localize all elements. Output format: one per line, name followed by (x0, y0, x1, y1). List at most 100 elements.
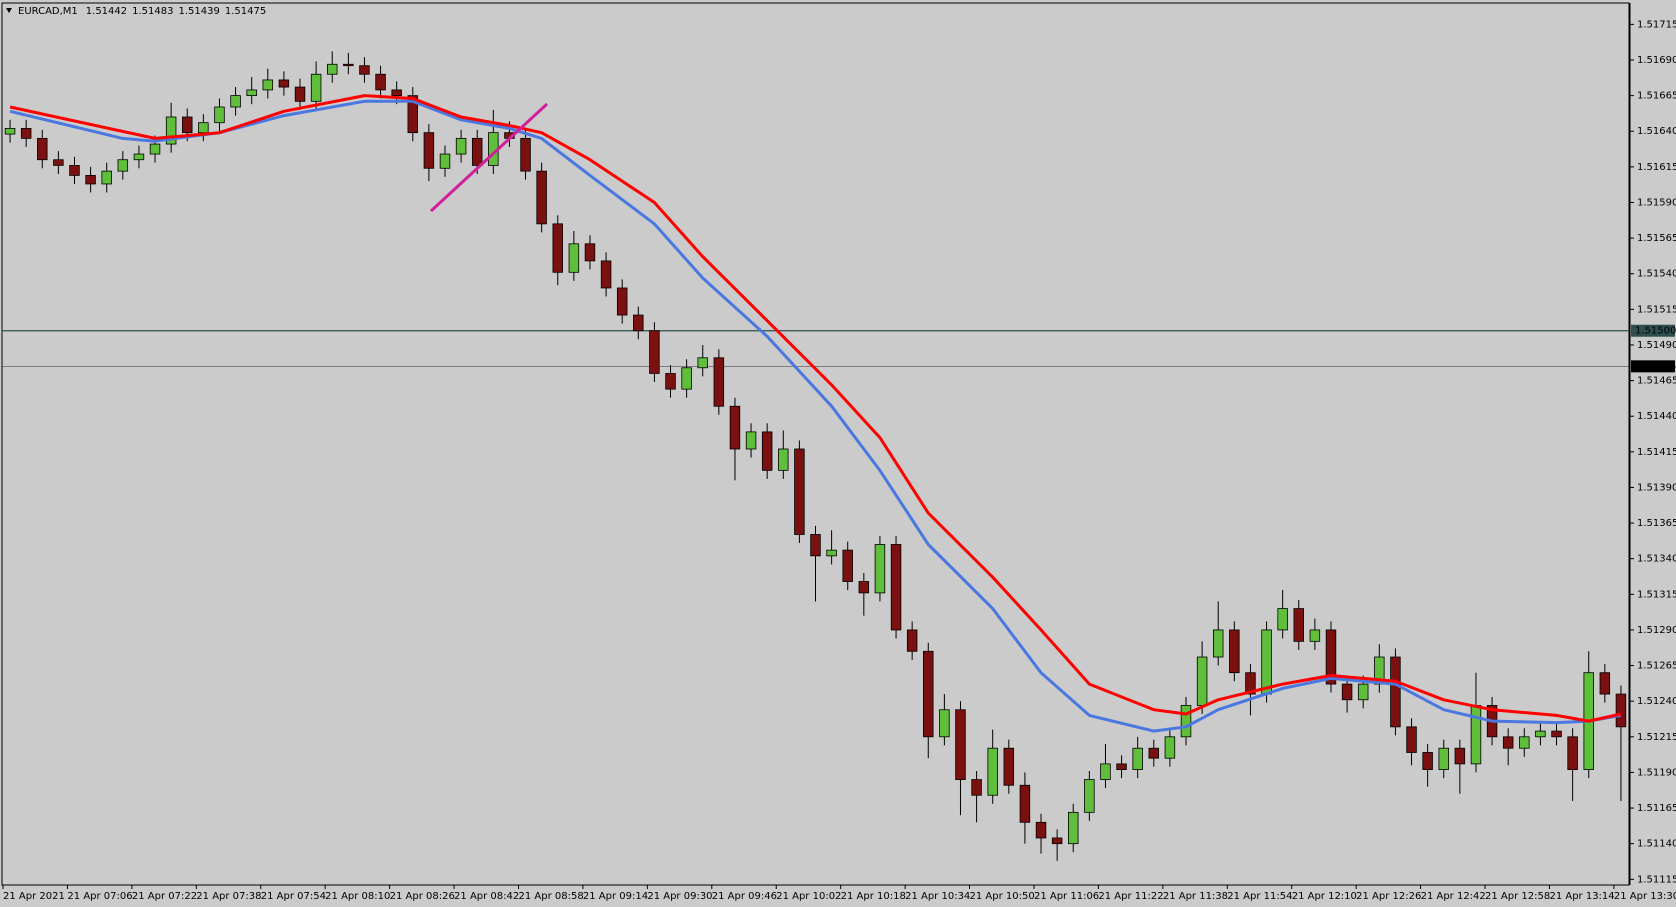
x-tick-label: 21 Apr 07:06 (67, 891, 132, 902)
candle-body (391, 89, 402, 97)
candle-body (4, 127, 16, 135)
candle-body (955, 709, 966, 780)
candle-body (1277, 608, 1288, 631)
y-tick-label: 1.51415 (1637, 447, 1676, 458)
candle-body (85, 175, 96, 185)
candle-body (1084, 779, 1095, 813)
price-level-box (1631, 360, 1675, 373)
moving-average (9, 99, 1622, 733)
quote-value: 1.51439 (179, 6, 220, 17)
quote-value: 1.51442 (86, 6, 127, 17)
candle-body (1470, 705, 1482, 765)
x-tick-label: 21 Apr 08:26 (390, 891, 455, 902)
candle-body (1454, 747, 1466, 765)
candle-body (1535, 730, 1546, 738)
candle-body (20, 127, 32, 139)
y-tick-label: 1.51565 (1637, 233, 1676, 244)
candle-body (198, 122, 209, 134)
moving-average (9, 94, 1622, 723)
x-tick-label: 21 Apr 08:42 (454, 891, 519, 902)
quote-value: 1.51475 (225, 6, 266, 17)
x-tick-label: 21 Apr 10:18 (841, 891, 906, 902)
y-tick-label: 1.51290 (1637, 625, 1676, 636)
candle-body (1309, 629, 1321, 642)
candle-body (262, 79, 274, 91)
candle-body (133, 153, 145, 161)
candle-body (1164, 736, 1176, 759)
y-tick-label: 1.51390 (1637, 482, 1676, 493)
candle-body (37, 137, 48, 161)
y-tick-label: 1.51615 (1637, 162, 1676, 173)
candle-body (182, 116, 193, 134)
candle-body (375, 73, 386, 91)
x-tick-label: 21 Apr 11:22 (1098, 891, 1163, 902)
candle-body (729, 405, 741, 450)
candle-body (310, 73, 322, 102)
y-tick-label: 1.51240 (1637, 696, 1676, 707)
candle-body (1390, 656, 1401, 728)
x-tick-label: 21 Apr 09:14 (583, 891, 648, 902)
x-tick-label: 21 Apr 11:54 (1227, 891, 1292, 902)
candle-body (1229, 629, 1240, 674)
symbol: EURCAD,M1 (18, 6, 78, 17)
candle-body (1519, 736, 1530, 749)
candle-body (1068, 811, 1079, 845)
candle-body (230, 95, 241, 108)
candle-body (1599, 672, 1611, 695)
candle-body (1341, 683, 1353, 701)
x-tick-label: 21 Apr 07:38 (196, 891, 261, 902)
price-level-label: 1.51500 (1635, 326, 1676, 337)
x-tick-label: 21 Apr 12:26 (1356, 891, 1421, 902)
candle-body (987, 747, 998, 796)
candle-body (1293, 608, 1305, 642)
candle-body (326, 63, 338, 75)
y-tick-label: 1.51315 (1637, 589, 1676, 600)
y-tick-label: 1.51115 (1637, 874, 1676, 885)
x-tick-label: 21 Apr 10:34 (905, 891, 970, 902)
candle-body (616, 287, 628, 316)
candle-body (649, 330, 660, 374)
candle-body (1567, 736, 1578, 770)
candle-body (1551, 730, 1562, 738)
candle-body (278, 79, 290, 88)
candle-body (214, 106, 225, 124)
candle-body (1035, 821, 1047, 839)
candle-body (455, 137, 467, 155)
candle-body (923, 650, 934, 738)
candle-body (713, 357, 725, 407)
price-level-label: 1.51475 (1635, 361, 1676, 372)
candle-body (1615, 693, 1627, 728)
y-tick-label: 1.51140 (1637, 839, 1676, 850)
candle-body (1116, 763, 1127, 770)
plot (4, 51, 1627, 861)
x-tick-label: 21 Apr 11:06 (1034, 891, 1099, 902)
y-tick-label: 1.51640 (1637, 126, 1676, 137)
candle-body (1051, 837, 1063, 845)
candle-body (1325, 629, 1337, 685)
price-level-box (1631, 324, 1675, 337)
y-tick-label: 1.51515 (1637, 304, 1676, 315)
symbol-menu-arrow[interactable] (6, 8, 12, 13)
y-tick-label: 1.51165 (1637, 803, 1676, 814)
y-tick-label: 1.51590 (1637, 197, 1676, 208)
x-tick-label: 21 Apr 07:54 (261, 891, 326, 902)
candle-body (890, 544, 902, 631)
candle-body (1148, 747, 1160, 759)
candle-body (1212, 629, 1224, 658)
candle-body (1132, 747, 1143, 770)
x-tick-label: 21 Apr 11:38 (1163, 891, 1228, 902)
candle-body (1502, 736, 1514, 749)
y-tick-label: 1.51490 (1637, 340, 1676, 351)
candle-body (842, 549, 853, 582)
y-tick-label: 1.51715 (1637, 19, 1676, 30)
candle-body (69, 165, 80, 176)
candle-body (246, 89, 257, 97)
quote-value: 1.51483 (132, 6, 173, 17)
candle-body (53, 159, 64, 166)
candle-body (681, 367, 692, 390)
candle-body (439, 153, 451, 169)
x-tick-label: 21 Apr 08:10 (325, 891, 390, 902)
x-tick-label: 21 Apr 10:02 (776, 891, 841, 902)
